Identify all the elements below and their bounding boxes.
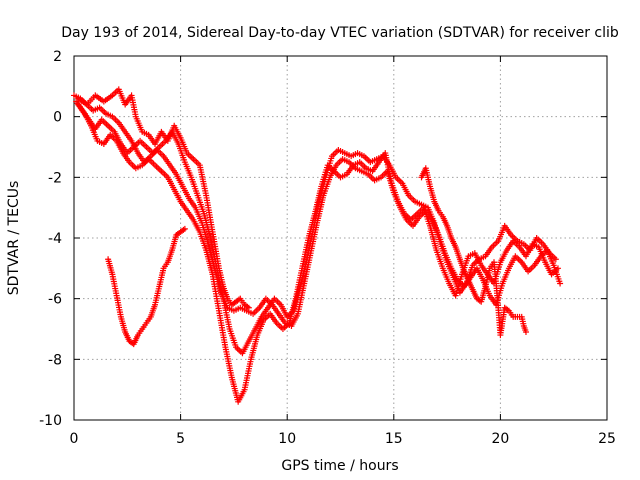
x-tick-label: 15 xyxy=(385,431,403,447)
y-tick-label: -8 xyxy=(48,352,62,368)
x-tick-labels: 0 5 10 15 20 25 xyxy=(70,431,616,447)
y-tick-label: -6 xyxy=(48,292,62,308)
x-tick-label: 5 xyxy=(176,431,185,447)
y-axis-label: SDTVAR / TECUs xyxy=(6,181,22,296)
data-point xyxy=(557,280,564,287)
y-tick-label: -10 xyxy=(39,413,62,429)
series-track-b xyxy=(73,98,559,357)
x-tick-label: 25 xyxy=(598,431,616,447)
x-tick-label: 0 xyxy=(70,431,79,447)
x-axis-label: GPS time / hours xyxy=(281,458,398,474)
data-point xyxy=(245,304,252,311)
data-point xyxy=(522,329,529,336)
grid xyxy=(74,56,607,420)
data-markers xyxy=(71,86,564,405)
data-point xyxy=(552,256,559,263)
series-track-c xyxy=(75,101,561,405)
y-tick-labels: -10 -8 -6 -4 -2 0 2 xyxy=(39,49,62,429)
chart-title: Day 193 of 2014, Sidereal Day-to-day VTE… xyxy=(61,25,619,41)
y-tick-label: -4 xyxy=(48,231,62,247)
data-point xyxy=(181,225,188,232)
x-tick-label: 10 xyxy=(278,431,296,447)
data-point xyxy=(554,265,561,272)
y-tick-label: 2 xyxy=(53,49,62,65)
y-tick-label: -2 xyxy=(48,170,62,186)
y-tick-label: 0 xyxy=(53,110,62,126)
series-track-d xyxy=(105,225,188,348)
series-track-e xyxy=(75,86,252,311)
axis-ticks xyxy=(73,55,608,421)
x-tick-label: 20 xyxy=(491,431,509,447)
series-track-f xyxy=(418,165,529,339)
